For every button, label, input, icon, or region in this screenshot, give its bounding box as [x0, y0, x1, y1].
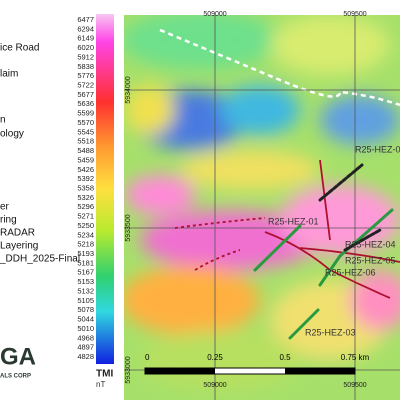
colorbar-label: 4828	[77, 352, 94, 361]
legend-item: Layering	[0, 241, 38, 252]
colorbar-label: 6020	[77, 43, 94, 52]
road	[159, 28, 400, 107]
scale-label: 0.25	[207, 353, 223, 362]
drill-hole-label: R25-HEZ-06	[325, 267, 376, 277]
scale-label: 0.5	[279, 353, 291, 362]
colorbar-label: 5181	[77, 258, 94, 267]
drill-hole-label: R25-HEZ-01	[268, 216, 319, 226]
colorbar-label: 5044	[77, 315, 94, 324]
colorbar-label: 5271	[77, 212, 94, 221]
logo-mark: GA	[0, 343, 36, 370]
colorbar-label: 5296	[77, 202, 94, 211]
colorbar-label: 5912	[77, 52, 94, 61]
colorbar	[96, 14, 114, 364]
colorbar-label: 5234	[77, 230, 94, 239]
colorbar-label: 6149	[77, 34, 94, 43]
colorbar-label: 5599	[77, 109, 94, 118]
legend-item: laim	[0, 69, 18, 80]
legend-item: RADAR	[0, 228, 35, 239]
colorbar-label: 6294	[77, 24, 94, 33]
colorbar-label: 5153	[77, 277, 94, 286]
colorbar-label: 5105	[77, 296, 94, 305]
colorbar-label: 5132	[77, 286, 94, 295]
scale-label: 0.75 km	[341, 353, 370, 362]
legend-item: ology	[0, 129, 24, 140]
colorbar-label: 5218	[77, 240, 94, 249]
colorbar-label: 5078	[77, 305, 94, 314]
northing-label: 5934000	[125, 76, 132, 103]
easting-label: 509500	[343, 382, 366, 389]
map	[124, 15, 400, 400]
colorbar-label: 4897	[77, 343, 94, 352]
colorbar-label: 5838	[77, 62, 94, 71]
colorbar-label: 5167	[77, 268, 94, 277]
northing-label: 5933000	[125, 356, 132, 383]
northing-label: 5933500	[125, 214, 132, 241]
colorbar-label: 5358	[77, 183, 94, 192]
easting-label: 509000	[203, 11, 226, 18]
legend-item: ice Road	[0, 43, 39, 54]
colorbar-label: 5488	[77, 146, 94, 155]
legend-item: ring	[0, 215, 17, 226]
drill-traces	[253, 163, 394, 340]
drill-hole-label: R25-HEZ-0	[355, 144, 400, 154]
easting-label: 509500	[343, 11, 366, 18]
logo-sub: ALS CORP	[0, 374, 31, 380]
colorbar-label: 5250	[77, 221, 94, 230]
colorbar-label: 5677	[77, 90, 94, 99]
colorbar-label: 5776	[77, 71, 94, 80]
drill-hole-label: R25-HEZ-05	[345, 255, 396, 265]
colorbar-label: 5426	[77, 165, 94, 174]
colorbar-label: 5392	[77, 174, 94, 183]
colorbar-unit: nT	[96, 380, 105, 389]
colorbar-label: 5545	[77, 127, 94, 136]
scale-bar	[144, 367, 356, 375]
drill-hole-label: R25-HEZ-03	[305, 327, 356, 337]
colorbar-label: 5570	[77, 118, 94, 127]
easting-label: 509000	[203, 382, 226, 389]
colorbar-title: TMI	[96, 369, 113, 380]
colorbar-label: 5636	[77, 99, 94, 108]
legend-item: er	[0, 202, 10, 213]
legend-item: _DDH_2025-Final	[0, 254, 80, 265]
colorbar-label: 5326	[77, 193, 94, 202]
colorbar-label: 5010	[77, 324, 94, 333]
drill-hole-label: R25-HEZ-04	[345, 239, 396, 249]
colorbar-label: 6477	[77, 15, 94, 24]
legend-item: n	[0, 115, 6, 126]
colorbar-label: 5518	[77, 137, 94, 146]
scale-label: 0	[145, 353, 150, 362]
colorbar-label: 5722	[77, 81, 94, 90]
colorbar-label: 4968	[77, 333, 94, 342]
colorbar-label: 5459	[77, 155, 94, 164]
colorbar-label: 5193	[77, 249, 94, 258]
